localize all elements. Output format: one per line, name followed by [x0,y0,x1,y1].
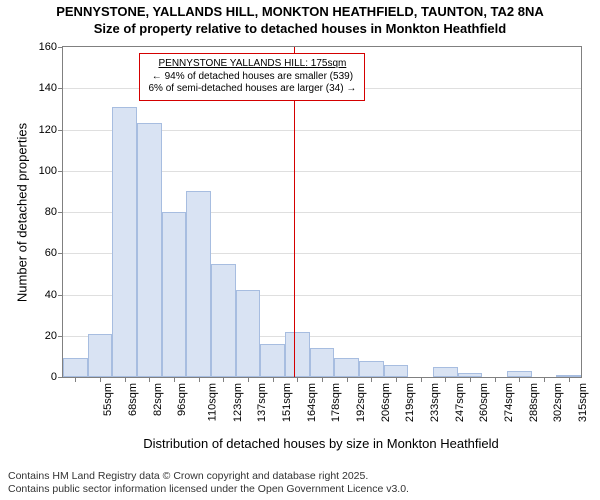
x-tick-label: 206sqm [380,383,392,422]
x-tick-label: 274sqm [503,383,515,422]
plot-area: 02040608010012014016055sqm68sqm82sqm96sq… [62,46,582,378]
histogram-bar [186,191,211,377]
histogram-bar [211,264,236,377]
histogram-bar [162,212,187,377]
x-tick-mark [322,377,323,382]
x-tick-mark [174,377,175,382]
y-tick-label: 140 [39,82,63,94]
y-tick-label: 120 [39,124,63,136]
x-tick-mark [519,377,520,382]
x-tick-label: 82sqm [152,383,164,416]
x-tick-label: 247sqm [454,383,466,422]
y-tick-label: 60 [45,247,63,259]
x-tick-mark [347,377,348,382]
x-tick-mark [248,377,249,382]
x-tick-label: 233sqm [429,383,441,422]
histogram-bar [63,358,88,377]
x-tick-label: 137sqm [256,383,268,422]
y-tick-label: 80 [45,206,63,218]
footer-attribution: Contains HM Land Registry data © Crown c… [8,470,409,496]
x-tick-mark [421,377,422,382]
histogram-bar [112,107,137,377]
x-tick-mark [470,377,471,382]
histogram-bar [260,344,285,377]
footer-line-2: Contains public sector information licen… [8,483,409,496]
x-tick-label: 219sqm [404,383,416,422]
histogram-bar [359,361,384,378]
y-tick-label: 0 [51,371,63,383]
x-tick-label: 178sqm [330,383,342,422]
annotation-box: PENNYSTONE YALLANDS HILL: 175sqm← 94% of… [139,53,365,101]
chart-container: PENNYSTONE, YALLANDS HILL, MONKTON HEATH… [0,0,600,500]
x-tick-label: 151sqm [281,383,293,422]
histogram-bar [88,334,113,377]
x-tick-mark [199,377,200,382]
x-tick-label: 192sqm [355,383,367,422]
histogram-bar [334,358,359,377]
x-tick-label: 123sqm [232,383,244,422]
x-tick-mark [371,377,372,382]
x-tick-label: 302sqm [552,383,564,422]
histogram-bar [236,290,261,377]
chart-title: PENNYSTONE, YALLANDS HILL, MONKTON HEATH… [0,0,600,38]
y-tick-label: 100 [39,165,63,177]
y-tick-label: 40 [45,289,63,301]
y-tick-label: 20 [45,330,63,342]
histogram-bar [137,123,162,377]
x-tick-mark [569,377,570,382]
x-tick-mark [223,377,224,382]
y-tick-label: 160 [39,41,63,53]
histogram-bar [433,367,458,377]
histogram-bar [285,332,310,377]
x-tick-label: 315sqm [577,383,589,422]
histogram-bar [384,365,409,377]
x-tick-mark [445,377,446,382]
x-tick-mark [544,377,545,382]
x-tick-label: 55sqm [102,383,114,416]
x-axis-label: Distribution of detached houses by size … [62,436,580,451]
x-tick-mark [100,377,101,382]
x-tick-label: 96sqm [176,383,188,416]
x-tick-label: 260sqm [478,383,490,422]
x-tick-label: 68sqm [127,383,139,416]
x-tick-label: 288sqm [528,383,540,422]
x-tick-label: 110sqm [206,383,218,421]
x-tick-mark [273,377,274,382]
x-tick-mark [396,377,397,382]
x-tick-mark [149,377,150,382]
x-tick-mark [495,377,496,382]
x-tick-mark [75,377,76,382]
x-tick-label: 164sqm [306,383,318,422]
x-tick-mark [297,377,298,382]
y-axis-label: Number of detached properties [15,113,30,313]
histogram-bar [310,348,335,377]
title-line-2: Size of property relative to detached ho… [0,21,600,38]
footer-line-1: Contains HM Land Registry data © Crown c… [8,470,409,483]
title-line-1: PENNYSTONE, YALLANDS HILL, MONKTON HEATH… [0,4,600,21]
x-tick-mark [125,377,126,382]
